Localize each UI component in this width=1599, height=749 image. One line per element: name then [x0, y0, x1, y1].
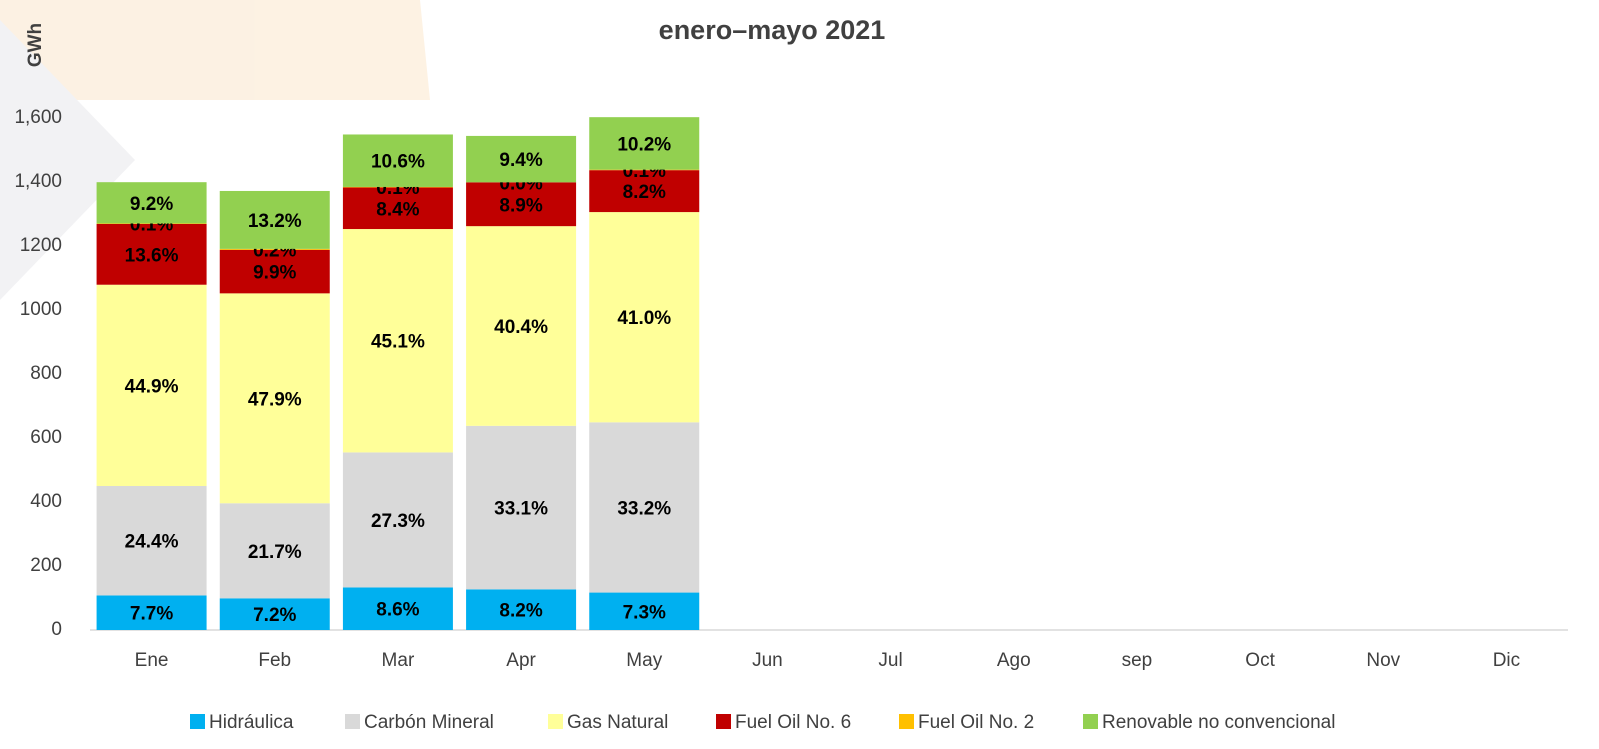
x-tick-label: Jul: [878, 650, 902, 671]
y-tick-label: 400: [30, 491, 62, 512]
bar-segment: [589, 170, 700, 213]
data-label: 7.7%: [130, 604, 173, 625]
data-label: 8.9%: [499, 195, 542, 216]
bar-segment: [96, 284, 207, 486]
x-tick-label: Nov: [1366, 650, 1400, 671]
data-label: 33.2%: [617, 498, 671, 519]
background-decor: [0, 0, 430, 300]
legend-swatch: [190, 714, 205, 729]
bar-segment: [466, 182, 577, 227]
legend-swatch: [899, 714, 914, 729]
data-label: 8.2%: [623, 182, 666, 203]
bar-segment: [342, 134, 453, 187]
bar-segment: [219, 190, 330, 249]
bar-segment: [589, 212, 700, 423]
data-label: 8.4%: [376, 199, 419, 220]
y-tick-label: 1200: [20, 235, 62, 256]
data-label: 27.3%: [371, 511, 425, 532]
x-tick-label: Dic: [1493, 650, 1520, 671]
y-tick-label: 1000: [20, 299, 62, 320]
bar-segment: [466, 425, 577, 590]
data-label: 9.4%: [499, 150, 542, 171]
legend-label: Gas Natural: [567, 712, 668, 733]
data-label: 21.7%: [248, 542, 302, 563]
y-tick-label: 600: [30, 427, 62, 448]
bar-segment: [342, 587, 453, 630]
bar-segment: [466, 589, 577, 630]
data-label: 7.3%: [623, 602, 666, 623]
legend-swatch: [716, 714, 731, 729]
x-tick-label: Jun: [752, 650, 783, 671]
y-tick-label: 200: [30, 555, 62, 576]
x-tick-label: May: [626, 650, 662, 671]
bar-segment: [466, 135, 577, 183]
bar-segment: [342, 187, 453, 230]
bar-segment: [589, 117, 700, 170]
bar-segment: [96, 223, 207, 285]
bar-segment: [219, 598, 330, 630]
bar-segment: [96, 486, 207, 596]
data-label: 9.9%: [253, 263, 296, 284]
data-label: 9.2%: [130, 194, 173, 215]
bar-segment: [589, 169, 700, 171]
bar-segment: [589, 422, 700, 593]
data-label: 33.1%: [494, 499, 548, 520]
chart-title: enero–mayo 2021: [659, 15, 886, 45]
x-tick-label: Ene: [135, 650, 169, 671]
data-label: 40.4%: [494, 317, 548, 338]
data-label: 45.1%: [371, 332, 425, 353]
data-label: 10.2%: [617, 134, 671, 155]
data-label: 8.6%: [376, 600, 419, 621]
bar-segment: [342, 229, 453, 453]
legend-label: Hidráulica: [209, 712, 294, 733]
legend-swatch: [345, 714, 360, 729]
x-tick-label: Ago: [997, 650, 1031, 671]
bar-segment: [96, 182, 207, 224]
bar-segment: [219, 293, 330, 504]
y-tick-label: 0: [51, 619, 62, 640]
data-label: 13.2%: [248, 211, 302, 232]
bar-segment: [589, 592, 700, 630]
data-label: 41.0%: [617, 308, 671, 329]
y-axis-label: GWh: [25, 23, 46, 67]
legend-label: Carbón Mineral: [364, 712, 494, 733]
legend-swatch: [548, 714, 563, 729]
data-label: 44.9%: [125, 376, 179, 397]
x-tick-label: sep: [1122, 650, 1153, 671]
data-label: 24.4%: [125, 532, 179, 553]
data-label: 7.2%: [253, 605, 296, 626]
legend-label: Fuel Oil No. 2: [918, 712, 1034, 733]
legend-swatch: [1083, 714, 1098, 729]
bar-segment: [219, 248, 330, 250]
legend-label: Fuel Oil No. 6: [735, 712, 851, 733]
data-label: 8.2%: [499, 601, 542, 622]
bar-segment: [219, 503, 330, 599]
bar-segment: [342, 452, 453, 588]
data-label: 47.9%: [248, 389, 302, 410]
x-tick-label: Apr: [506, 650, 536, 671]
y-tick-label: 1,400: [14, 171, 62, 192]
y-tick-label: 800: [30, 363, 62, 384]
y-tick-label: 1,600: [14, 107, 62, 128]
data-label: 13.6%: [125, 245, 179, 266]
bar-segment: [96, 595, 207, 630]
bar-segment: [219, 249, 330, 294]
data-label: 10.6%: [371, 152, 425, 173]
legend-label: Renovable no convencional: [1102, 712, 1335, 733]
x-tick-label: Feb: [258, 650, 291, 671]
bar-segment: [466, 226, 577, 426]
x-tick-label: Mar: [382, 650, 415, 671]
x-tick-label: Oct: [1245, 650, 1275, 671]
